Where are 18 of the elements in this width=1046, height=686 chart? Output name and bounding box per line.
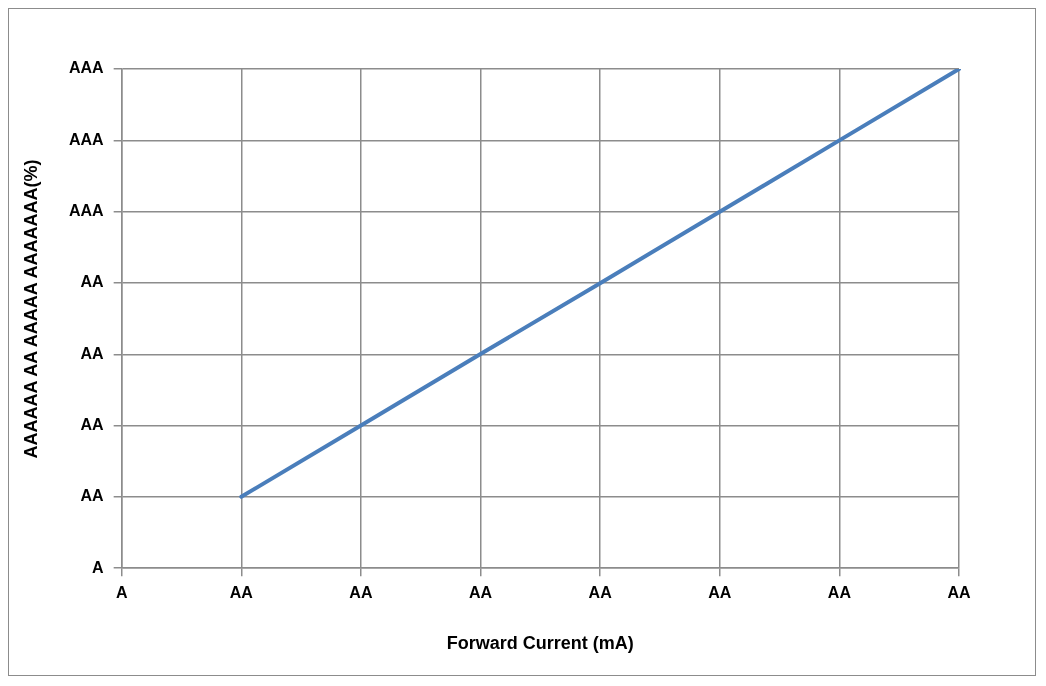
x-tick-label: AA [827, 584, 852, 602]
text: AAA [68, 59, 105, 77]
x-tick-label: AA [468, 584, 493, 602]
text: AAA [68, 130, 105, 148]
text: AA [80, 415, 105, 433]
x-tick-label: AA [229, 584, 254, 602]
text: AAA [68, 202, 105, 220]
text: AA [80, 273, 105, 291]
x-tick-label: AA [947, 584, 971, 602]
text: A [92, 558, 105, 576]
x-axis-title: Forward Current (mA) [446, 633, 634, 654]
x-tick-label: A [115, 584, 128, 602]
text: AA [80, 344, 105, 362]
text: AA [80, 487, 105, 505]
x-tick-label: AA [349, 584, 373, 602]
y-axis-title: AAAAAA AA AAAAA AAAAAAA(%) [20, 159, 42, 459]
x-tick-label: AA [588, 584, 613, 602]
x-tick-label: AA [708, 584, 732, 602]
